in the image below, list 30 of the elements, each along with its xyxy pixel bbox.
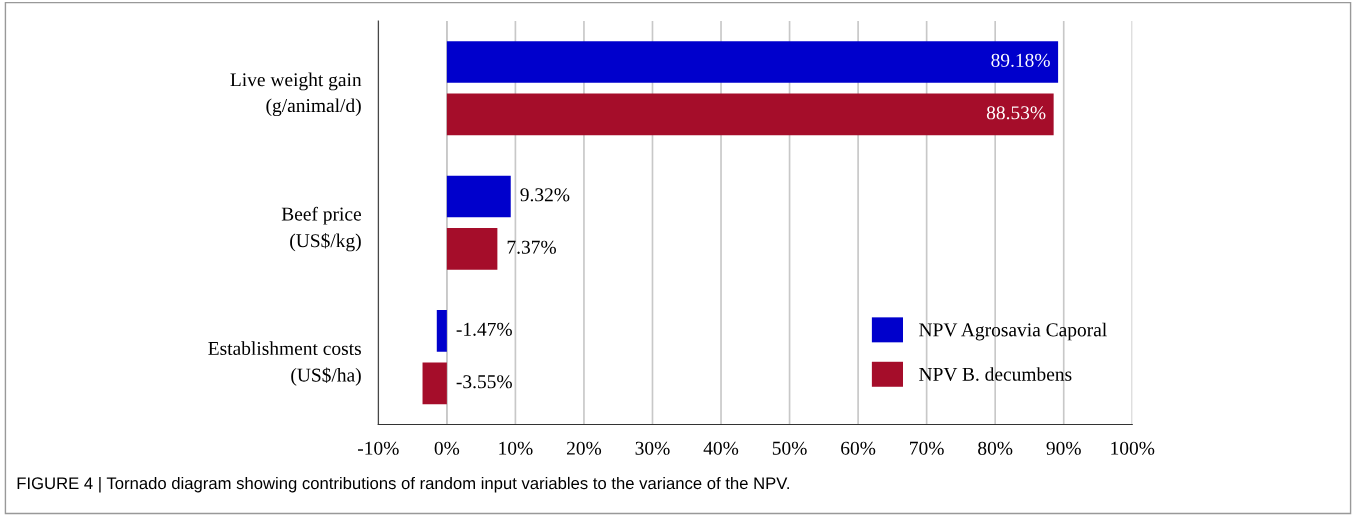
data-label: 9.32% <box>520 188 570 202</box>
y-tick-label: Live weight gain (g/animal/d) <box>230 72 362 117</box>
data-label: 89.18% <box>991 53 1050 67</box>
caption: FIGURE 4 | Tornado diagram showing contributions of random input variables to the variance of the NPV. <box>17 476 789 493</box>
legend-label: NPV Agrosavia Caporal <box>919 322 1107 341</box>
data-label: -1.47% <box>456 322 512 336</box>
bar <box>422 362 447 405</box>
x-tick-label: 70% <box>910 441 944 455</box>
x-tick-label: 90% <box>1046 441 1081 455</box>
legend-label: NPV B. decumbens <box>919 367 1072 381</box>
data-label: 88.53% <box>986 106 1046 120</box>
data-label: -3.55% <box>456 375 512 389</box>
bar <box>446 41 1059 83</box>
data-label: 7.37% <box>507 240 556 254</box>
x-tick-label: 60% <box>841 441 876 455</box>
bar <box>446 175 511 218</box>
y-tick-label: Beef price (US$/kg) <box>281 206 361 252</box>
bar <box>446 228 498 270</box>
x-tick-label: 10% <box>499 441 533 455</box>
bar <box>436 310 447 352</box>
y-tick-label: Establishment costs (US$/ha) <box>208 341 361 386</box>
x-tick-label: -10% <box>357 441 399 455</box>
x-tick-label: 30% <box>635 441 670 455</box>
x-tick-label: 50% <box>772 441 807 455</box>
x-tick-label: 40% <box>703 441 739 455</box>
x-tick-label: 20% <box>566 441 602 455</box>
x-tick-label: 100% <box>1111 441 1155 455</box>
x-tick-label: 80% <box>978 441 1013 455</box>
bar <box>446 93 1054 136</box>
x-tick-label: 0% <box>434 441 460 455</box>
